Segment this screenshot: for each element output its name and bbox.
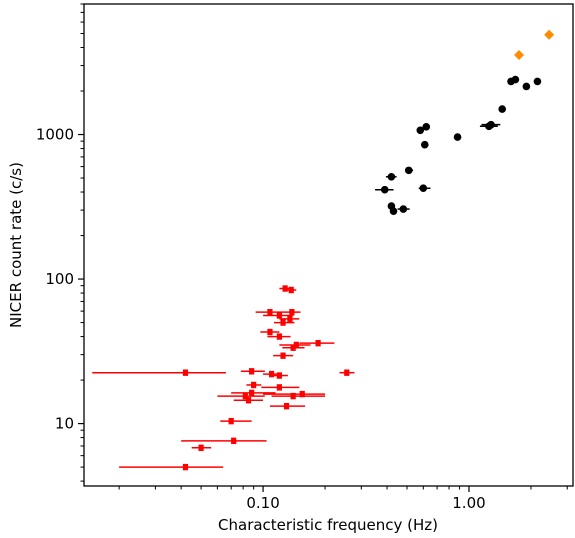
data-point (283, 402, 290, 410)
data-point (453, 133, 462, 141)
data-point (228, 417, 234, 425)
data-point (182, 463, 189, 471)
data-point (533, 77, 542, 86)
data-point (404, 166, 413, 175)
data-point (293, 341, 299, 349)
data-point (280, 352, 286, 359)
data-point (288, 286, 294, 294)
data-point (487, 120, 495, 129)
data-point (399, 205, 408, 213)
data-point (287, 315, 293, 323)
data-point (249, 389, 255, 397)
data-point (544, 29, 555, 40)
plot-area (92, 29, 555, 471)
data-point (282, 285, 288, 292)
data-point (182, 369, 189, 376)
data-point (276, 384, 282, 391)
data-point (498, 105, 507, 113)
data-point (198, 444, 204, 451)
data-point (419, 184, 428, 193)
data-point (422, 123, 431, 131)
data-point (249, 368, 255, 375)
axis-ticks: 0.10 1.00 10 100 1000 (36, 3, 568, 512)
data-point (231, 437, 237, 445)
y-tick-label: 100 (45, 270, 74, 288)
x-tick-label: 0.10 (246, 494, 279, 512)
data-point (522, 82, 531, 91)
data-point (290, 392, 296, 400)
y-axis-title: NICER count rate (c/s) (7, 162, 25, 328)
data-point (420, 140, 429, 149)
data-point (389, 207, 398, 215)
data-point (289, 308, 295, 316)
data-point (280, 319, 286, 326)
y-tick-label: 10 (55, 415, 74, 433)
data-point (514, 50, 525, 60)
data-point (276, 333, 282, 340)
y-tick-label: 1000 (36, 126, 74, 144)
data-point (242, 392, 248, 400)
data-point (276, 372, 282, 379)
data-point (315, 339, 321, 347)
axes-frame (83, 3, 574, 487)
data-point (511, 75, 520, 84)
data-point (380, 185, 389, 194)
data-point (267, 308, 273, 316)
data-point (268, 370, 275, 378)
data-point (251, 381, 257, 389)
data-point (344, 369, 350, 376)
data-point (299, 390, 305, 398)
data-point (290, 344, 296, 351)
data-point (276, 312, 282, 319)
data-point (245, 397, 252, 404)
data-point (416, 126, 425, 135)
data-point (267, 328, 273, 336)
x-tick-label: 1.00 (452, 494, 485, 512)
x-axis-title: Characteristic frequency (Hz) (218, 516, 438, 534)
data-point (387, 172, 396, 181)
